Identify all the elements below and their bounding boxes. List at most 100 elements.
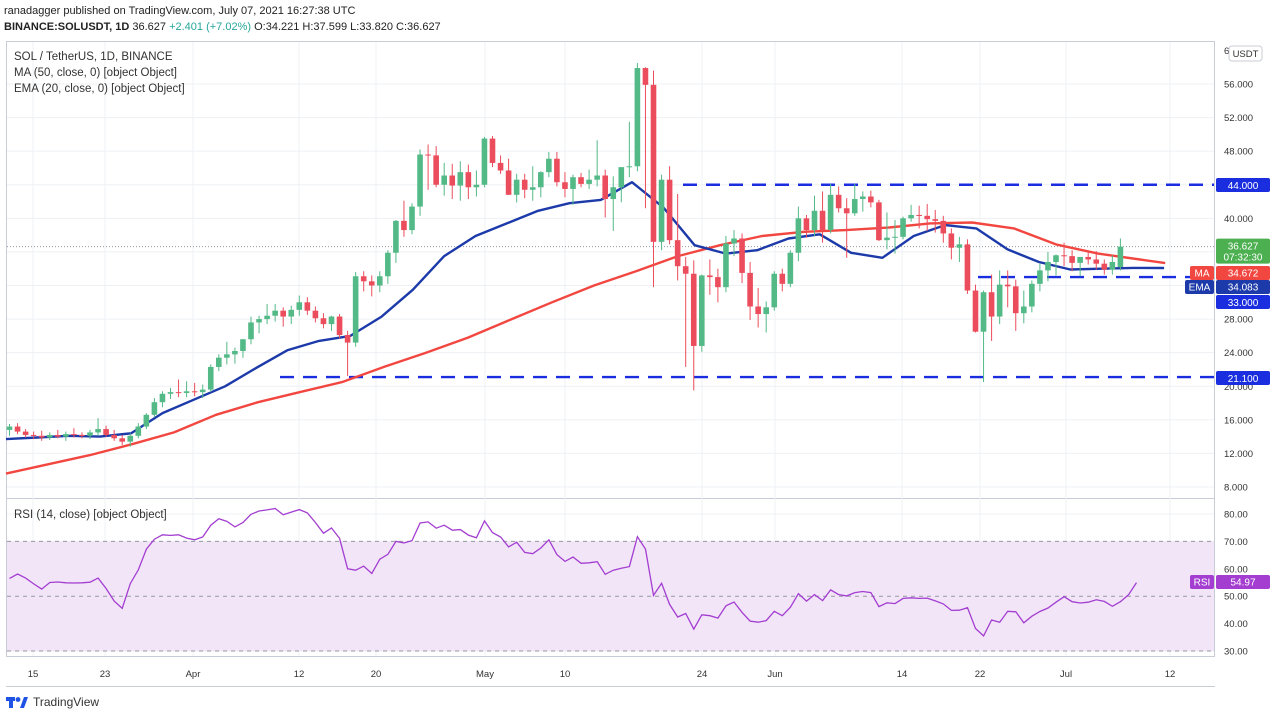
candle	[71, 428, 77, 438]
candle-body	[538, 172, 544, 188]
candle-body	[119, 438, 125, 442]
tradingview-brand: TradingView	[33, 695, 100, 709]
candle-body	[6, 426, 13, 430]
candle	[264, 303, 270, 325]
candle	[409, 203, 415, 235]
level-tag-box	[1216, 371, 1270, 385]
candle-body	[1077, 256, 1083, 263]
candle	[578, 172, 584, 188]
candle	[1037, 263, 1043, 292]
rsi-axis-label: 70.00	[1224, 537, 1248, 548]
candle	[602, 169, 608, 218]
candle	[1085, 251, 1091, 265]
candle	[103, 425, 109, 437]
candle	[393, 220, 399, 263]
candle-body	[1093, 259, 1100, 264]
candle-body	[55, 434, 61, 437]
candle	[30, 431, 37, 440]
level-tag-box	[1216, 178, 1270, 192]
tradingview-footer[interactable]: TradingView	[6, 695, 99, 709]
price-panel-frame	[6, 41, 1215, 499]
candle	[433, 146, 439, 188]
candle-body	[1037, 270, 1043, 284]
candle-body	[682, 266, 689, 274]
candle	[441, 162, 447, 196]
candle	[570, 174, 576, 205]
candle-body	[30, 434, 37, 436]
candle-body	[368, 281, 375, 286]
candle-body	[980, 292, 987, 332]
candle-body	[240, 339, 246, 351]
candle	[143, 413, 150, 430]
candle	[787, 250, 794, 288]
time-axis-label: 12	[1165, 669, 1176, 680]
moving-averages	[5, 180, 1166, 475]
candle-body	[795, 218, 802, 253]
candle-body	[336, 316, 343, 336]
candle-body	[1085, 256, 1091, 260]
ma-tag: MA 34.672	[1190, 266, 1270, 280]
currency-badge[interactable]: USDT	[1233, 49, 1259, 60]
candle-body	[103, 429, 109, 435]
candle-body	[602, 175, 608, 200]
ema-tag-value: 34.083	[1228, 283, 1259, 294]
candle-body	[1109, 261, 1116, 270]
ema-legend: EMA (20, close, 0) [object Object]	[14, 83, 185, 95]
candle-body	[385, 252, 391, 277]
candle	[900, 216, 906, 240]
candle-body	[1004, 284, 1011, 287]
rsi-line-group	[9, 507, 1138, 637]
candle	[304, 297, 311, 315]
rsi-axis-label: 60.00	[1224, 564, 1248, 575]
rsi-tag-name: RSI	[1194, 578, 1211, 589]
candle	[529, 166, 536, 201]
candle-body	[972, 290, 979, 332]
candle-body	[699, 275, 705, 346]
candle-body	[159, 393, 166, 403]
candle-body	[529, 187, 536, 190]
candle	[449, 163, 456, 200]
candle	[626, 121, 633, 178]
level-tag: 33.000	[1216, 295, 1270, 309]
candle	[63, 431, 69, 441]
candle-body	[199, 389, 206, 393]
candle	[199, 384, 206, 399]
chart-canvas[interactable]: 8.00012.00016.00020.00024.00028.00032.00…	[0, 0, 1280, 690]
currency-badge-box[interactable]	[1228, 45, 1263, 62]
candle-body	[964, 244, 971, 291]
last-price-tag-box	[1216, 238, 1270, 264]
candle-body	[449, 175, 456, 186]
candle	[1029, 280, 1035, 313]
candle	[1021, 290, 1027, 324]
rsi-line	[9, 507, 1138, 637]
candle-body	[715, 277, 721, 288]
ma-tag-name: MA	[1195, 269, 1210, 280]
candle-body	[916, 214, 922, 216]
rsi-axis-label: 30.00	[1224, 647, 1248, 658]
candle	[707, 259, 713, 295]
candle-body	[320, 318, 327, 325]
candle-body	[191, 391, 198, 393]
candle-body	[71, 434, 77, 436]
low-value: L:33.820	[350, 21, 393, 33]
candle	[95, 418, 101, 436]
candle	[119, 434, 125, 446]
candle-body	[167, 392, 174, 394]
candle-body	[811, 210, 818, 231]
candle	[876, 199, 882, 242]
candle	[948, 228, 955, 260]
candle-body	[360, 276, 367, 282]
price-axis-label: 12.000	[1224, 449, 1253, 460]
candle	[224, 341, 230, 365]
candle	[425, 144, 431, 190]
candle	[795, 206, 802, 262]
candle-body	[46, 434, 53, 438]
candle	[207, 364, 214, 393]
candle	[739, 233, 745, 283]
candle	[658, 174, 665, 251]
chart-title: SOL / TetherUS, 1D, BINANCE	[14, 51, 173, 63]
candle-body	[747, 272, 753, 307]
candle-body	[296, 302, 303, 310]
candle-body	[264, 315, 270, 320]
time-axis-label: 24	[697, 669, 708, 680]
